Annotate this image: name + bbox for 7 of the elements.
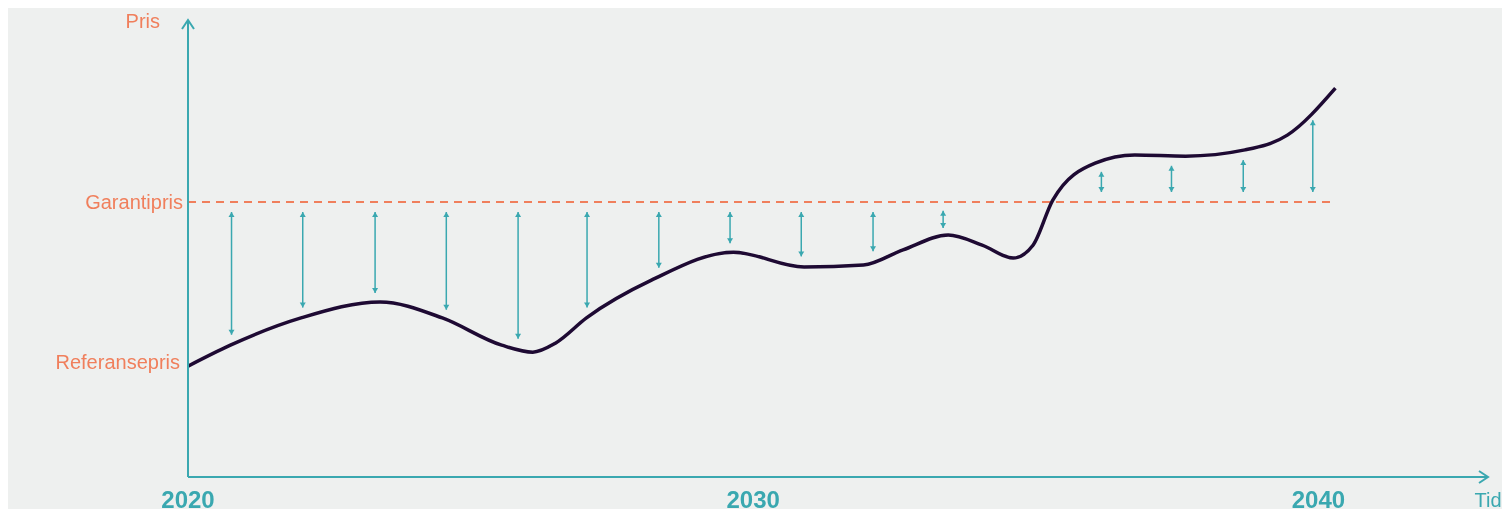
- x-tick-label: 2020: [161, 486, 215, 514]
- ref-line-label: Garantipris: [85, 191, 183, 214]
- y-axis-title: Pris: [125, 10, 160, 32]
- x-tick-label: 2030: [726, 486, 780, 514]
- annotation: Referansepris: [55, 351, 180, 374]
- x-axis-title: Tid: [1474, 489, 1502, 511]
- x-tick-label: 2040: [1291, 486, 1346, 514]
